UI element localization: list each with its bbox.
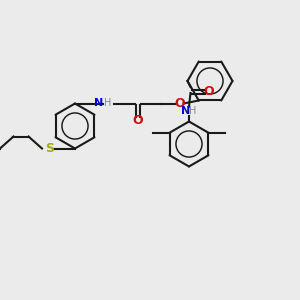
Text: S: S	[45, 142, 54, 155]
Text: O: O	[175, 97, 185, 110]
Text: H: H	[189, 106, 196, 116]
Text: O: O	[133, 113, 143, 127]
Text: H: H	[104, 98, 112, 109]
Text: O: O	[203, 85, 214, 98]
Text: N: N	[181, 106, 190, 116]
Text: N: N	[94, 98, 104, 109]
